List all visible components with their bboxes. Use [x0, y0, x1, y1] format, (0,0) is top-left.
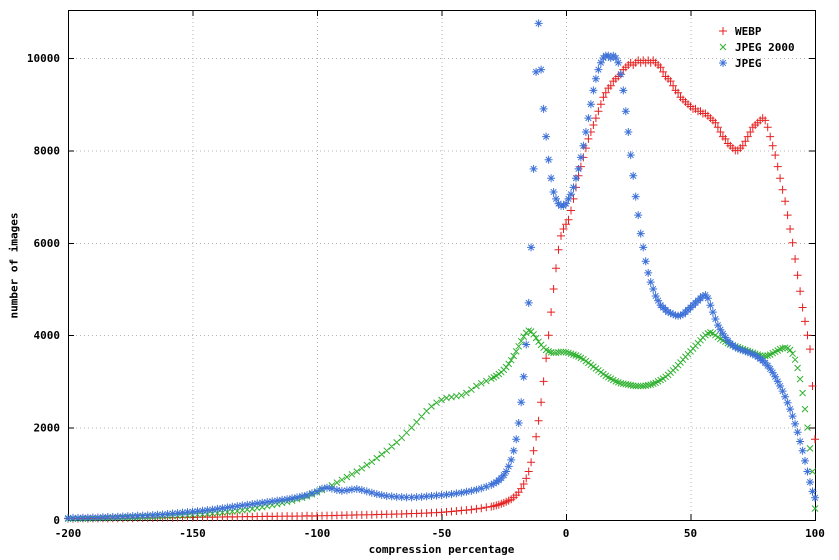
legend-label-jpeg: JPEG	[735, 56, 762, 70]
x-tick-label: 50	[684, 527, 697, 540]
y-tick-label: 10000	[27, 52, 60, 65]
x-tick-label: 100	[805, 527, 825, 540]
legend-item-jpeg: JPEG	[716, 55, 795, 71]
x-tick-label: -100	[304, 527, 331, 540]
x-tick-label: -150	[179, 527, 206, 540]
legend-label-jpeg2000: JPEG 2000	[735, 40, 795, 54]
y-axis-title-wrap: number of images	[0, 0, 28, 530]
y-tick-label: 8000	[34, 144, 61, 157]
x-tick-label: 0	[563, 527, 570, 540]
y-tick-label: 0	[53, 514, 60, 527]
x-tick-label: -200	[55, 527, 82, 540]
legend-item-webp: WEBP	[716, 23, 795, 39]
y-tick-label: 2000	[34, 422, 61, 435]
y-axis-title: number of images	[7, 212, 21, 318]
y-tick-label: 4000	[34, 329, 61, 342]
webp-plus-marker-icon	[719, 27, 727, 35]
legend-item-jpeg2000: JPEG 2000	[716, 39, 795, 55]
legend-label-webp: WEBP	[735, 24, 762, 38]
gridlines	[68, 10, 816, 521]
x-tick-label: -50	[432, 527, 452, 540]
series-jpeg-points	[64, 19, 819, 523]
jpeg2000-cross-marker-icon	[719, 43, 727, 51]
jpeg-asterisk-marker-icon	[719, 59, 727, 67]
y-tick-label: 6000	[34, 237, 61, 250]
chart-legend: WEBP JPEG 2000 JPEG	[716, 23, 795, 71]
x-axis-title: compression percentage	[368, 543, 515, 556]
